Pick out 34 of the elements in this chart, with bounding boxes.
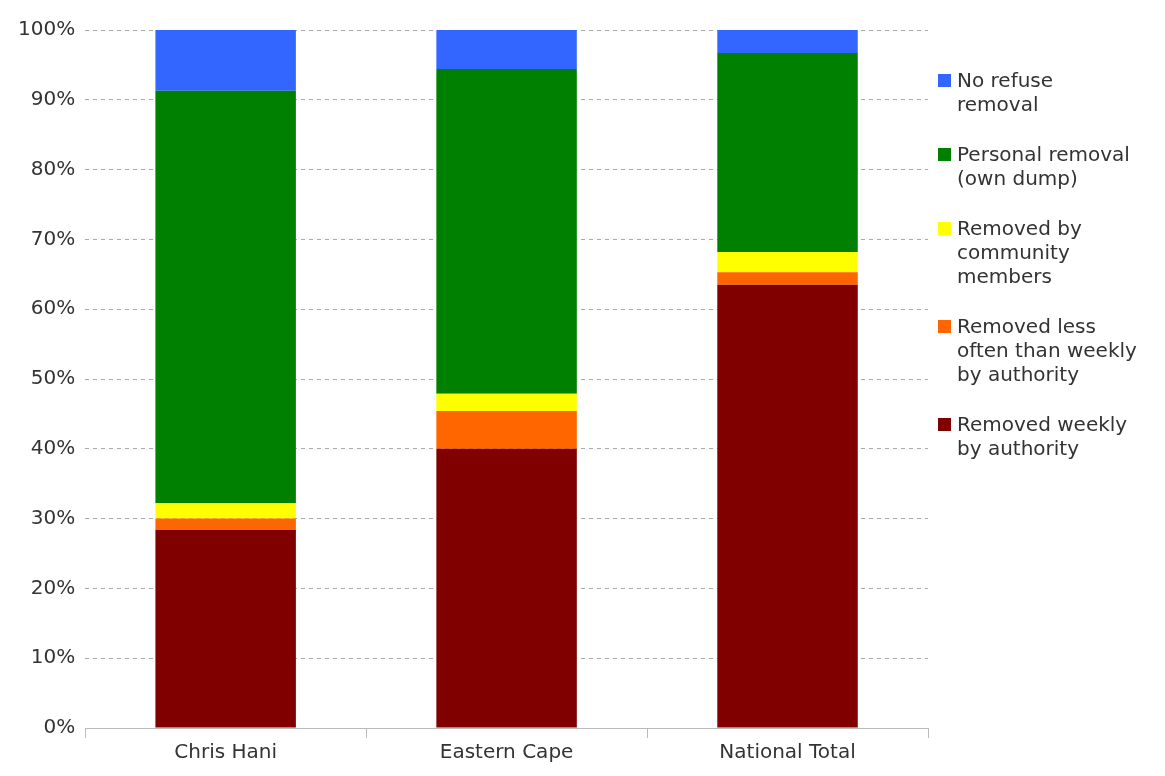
y-tick-label: 70% (30, 225, 76, 250)
y-tick-label: 100% (17, 16, 76, 41)
bar (717, 284, 858, 728)
legend-label: No refuse removal (957, 68, 1055, 116)
bar (155, 503, 296, 519)
bar (155, 529, 296, 728)
bar (155, 30, 296, 91)
legend-label: Removed by community members (957, 216, 1083, 288)
x-tick-label: National Total (719, 739, 856, 764)
bar (436, 411, 577, 449)
bar (436, 448, 577, 728)
x-tick-label: Eastern Cape (439, 739, 574, 764)
y-tick-label: 60% (30, 295, 76, 320)
bar (717, 30, 858, 54)
legend-label: Personal removal (own dump) (957, 142, 1131, 190)
bar (436, 69, 577, 394)
y-tick-label: 10% (30, 644, 76, 669)
bar (717, 53, 858, 252)
y-tick-label: 40% (30, 435, 76, 459)
bar (436, 393, 577, 412)
bar (717, 272, 858, 285)
y-tick-label: 30% (30, 504, 76, 529)
bar (155, 90, 296, 504)
x-tick-label: Chris Hani (174, 739, 278, 764)
y-tick-label: 0% (43, 714, 76, 739)
legend-label: Removed weekly by authority (957, 412, 1129, 460)
bar (155, 518, 296, 530)
y-tick-label: 50% (30, 365, 76, 390)
bar (436, 30, 577, 70)
y-tick-label: 80% (30, 155, 76, 180)
y-tick-label: 20% (30, 574, 76, 599)
legend-label: Removed less often than weekly by authority (957, 314, 1138, 386)
y-tick-label: 90% (30, 86, 76, 110)
bar (717, 251, 858, 273)
